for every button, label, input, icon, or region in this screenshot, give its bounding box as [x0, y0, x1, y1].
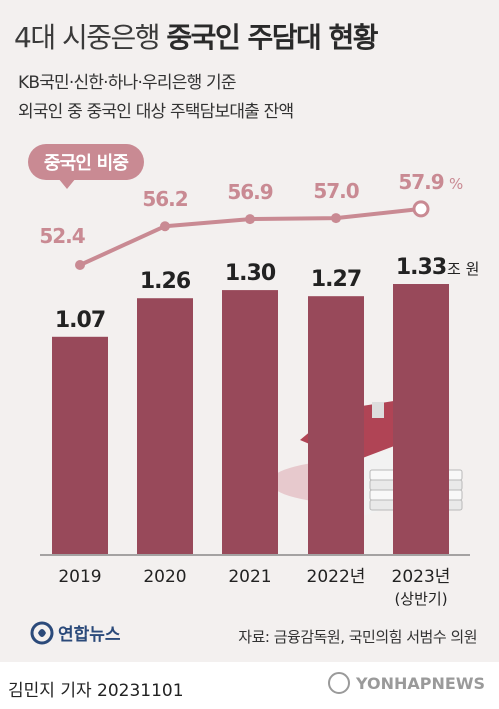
share-value-label: 57.9	[398, 170, 443, 194]
bar	[52, 336, 108, 554]
chart-title: 4대 시중은행 중국인 주담대 현황	[14, 16, 378, 56]
yonhap-logo-icon	[30, 621, 54, 644]
bar-value-label: 1.30	[225, 261, 276, 286]
bar	[222, 290, 278, 554]
share-point	[245, 214, 255, 225]
subtitle-line1: KB국민·신한·하나·우리은행 기준	[18, 73, 237, 93]
watermark: YONHAPNEWS	[328, 672, 485, 694]
reporter-byline: 김민지 기자 20231101	[8, 681, 184, 701]
share-point	[331, 213, 341, 224]
share-value-label: 57.0	[313, 179, 358, 203]
subtitle-line2: 외국인 중 중국인 대상 주택담보대출 잔액	[18, 102, 294, 122]
byline-bar	[0, 662, 499, 709]
x-tick-sublabel: (상반기)	[394, 590, 447, 608]
badge-pointer	[58, 178, 76, 189]
share-value-label: 56.9	[227, 180, 272, 204]
bar	[137, 298, 193, 554]
bar-unit-label: 조 원	[447, 260, 479, 278]
share-point	[160, 221, 170, 232]
watermark-icon	[328, 672, 350, 694]
watermark-text: YONHAPNEWS	[356, 673, 485, 693]
bar-value-label: 1.26	[140, 269, 191, 294]
title-light: 4대 시중은행	[14, 21, 161, 54]
x-tick-label: 2020	[143, 567, 186, 587]
share-unit-label: %	[449, 175, 463, 193]
logo-text: 연합뉴스	[58, 625, 121, 645]
house-chimney	[372, 402, 384, 418]
bar	[393, 284, 449, 554]
x-tick-label: 2022년	[307, 567, 366, 587]
x-tick-label: 2019	[58, 567, 101, 587]
share-point-last	[412, 200, 430, 218]
title-bold: 중국인 주담대 현황	[166, 21, 378, 54]
x-tick-label: 2021	[228, 567, 271, 587]
share-point	[75, 260, 85, 270]
bar-value-label: 1.07	[55, 308, 105, 333]
bar-value-label: 1.33	[396, 255, 446, 280]
share-value-label: 52.4	[39, 224, 84, 248]
bar-value-label: 1.27	[311, 267, 361, 292]
x-tick-label: 2023년	[392, 567, 451, 587]
yonhap-logo: 연합뉴스	[30, 620, 121, 645]
bar	[308, 296, 364, 554]
share-value-label: 56.2	[142, 187, 187, 211]
source-note: 자료: 금융감독원, 국민의힘 서범수 의원	[238, 628, 477, 646]
line-series-badge: 중국인 비중	[28, 144, 144, 180]
chart-canvas: 1.07 1.26 1.30 1.27 1.33 조 원 2019 2020 2021 2022년…	[39, 170, 479, 608]
